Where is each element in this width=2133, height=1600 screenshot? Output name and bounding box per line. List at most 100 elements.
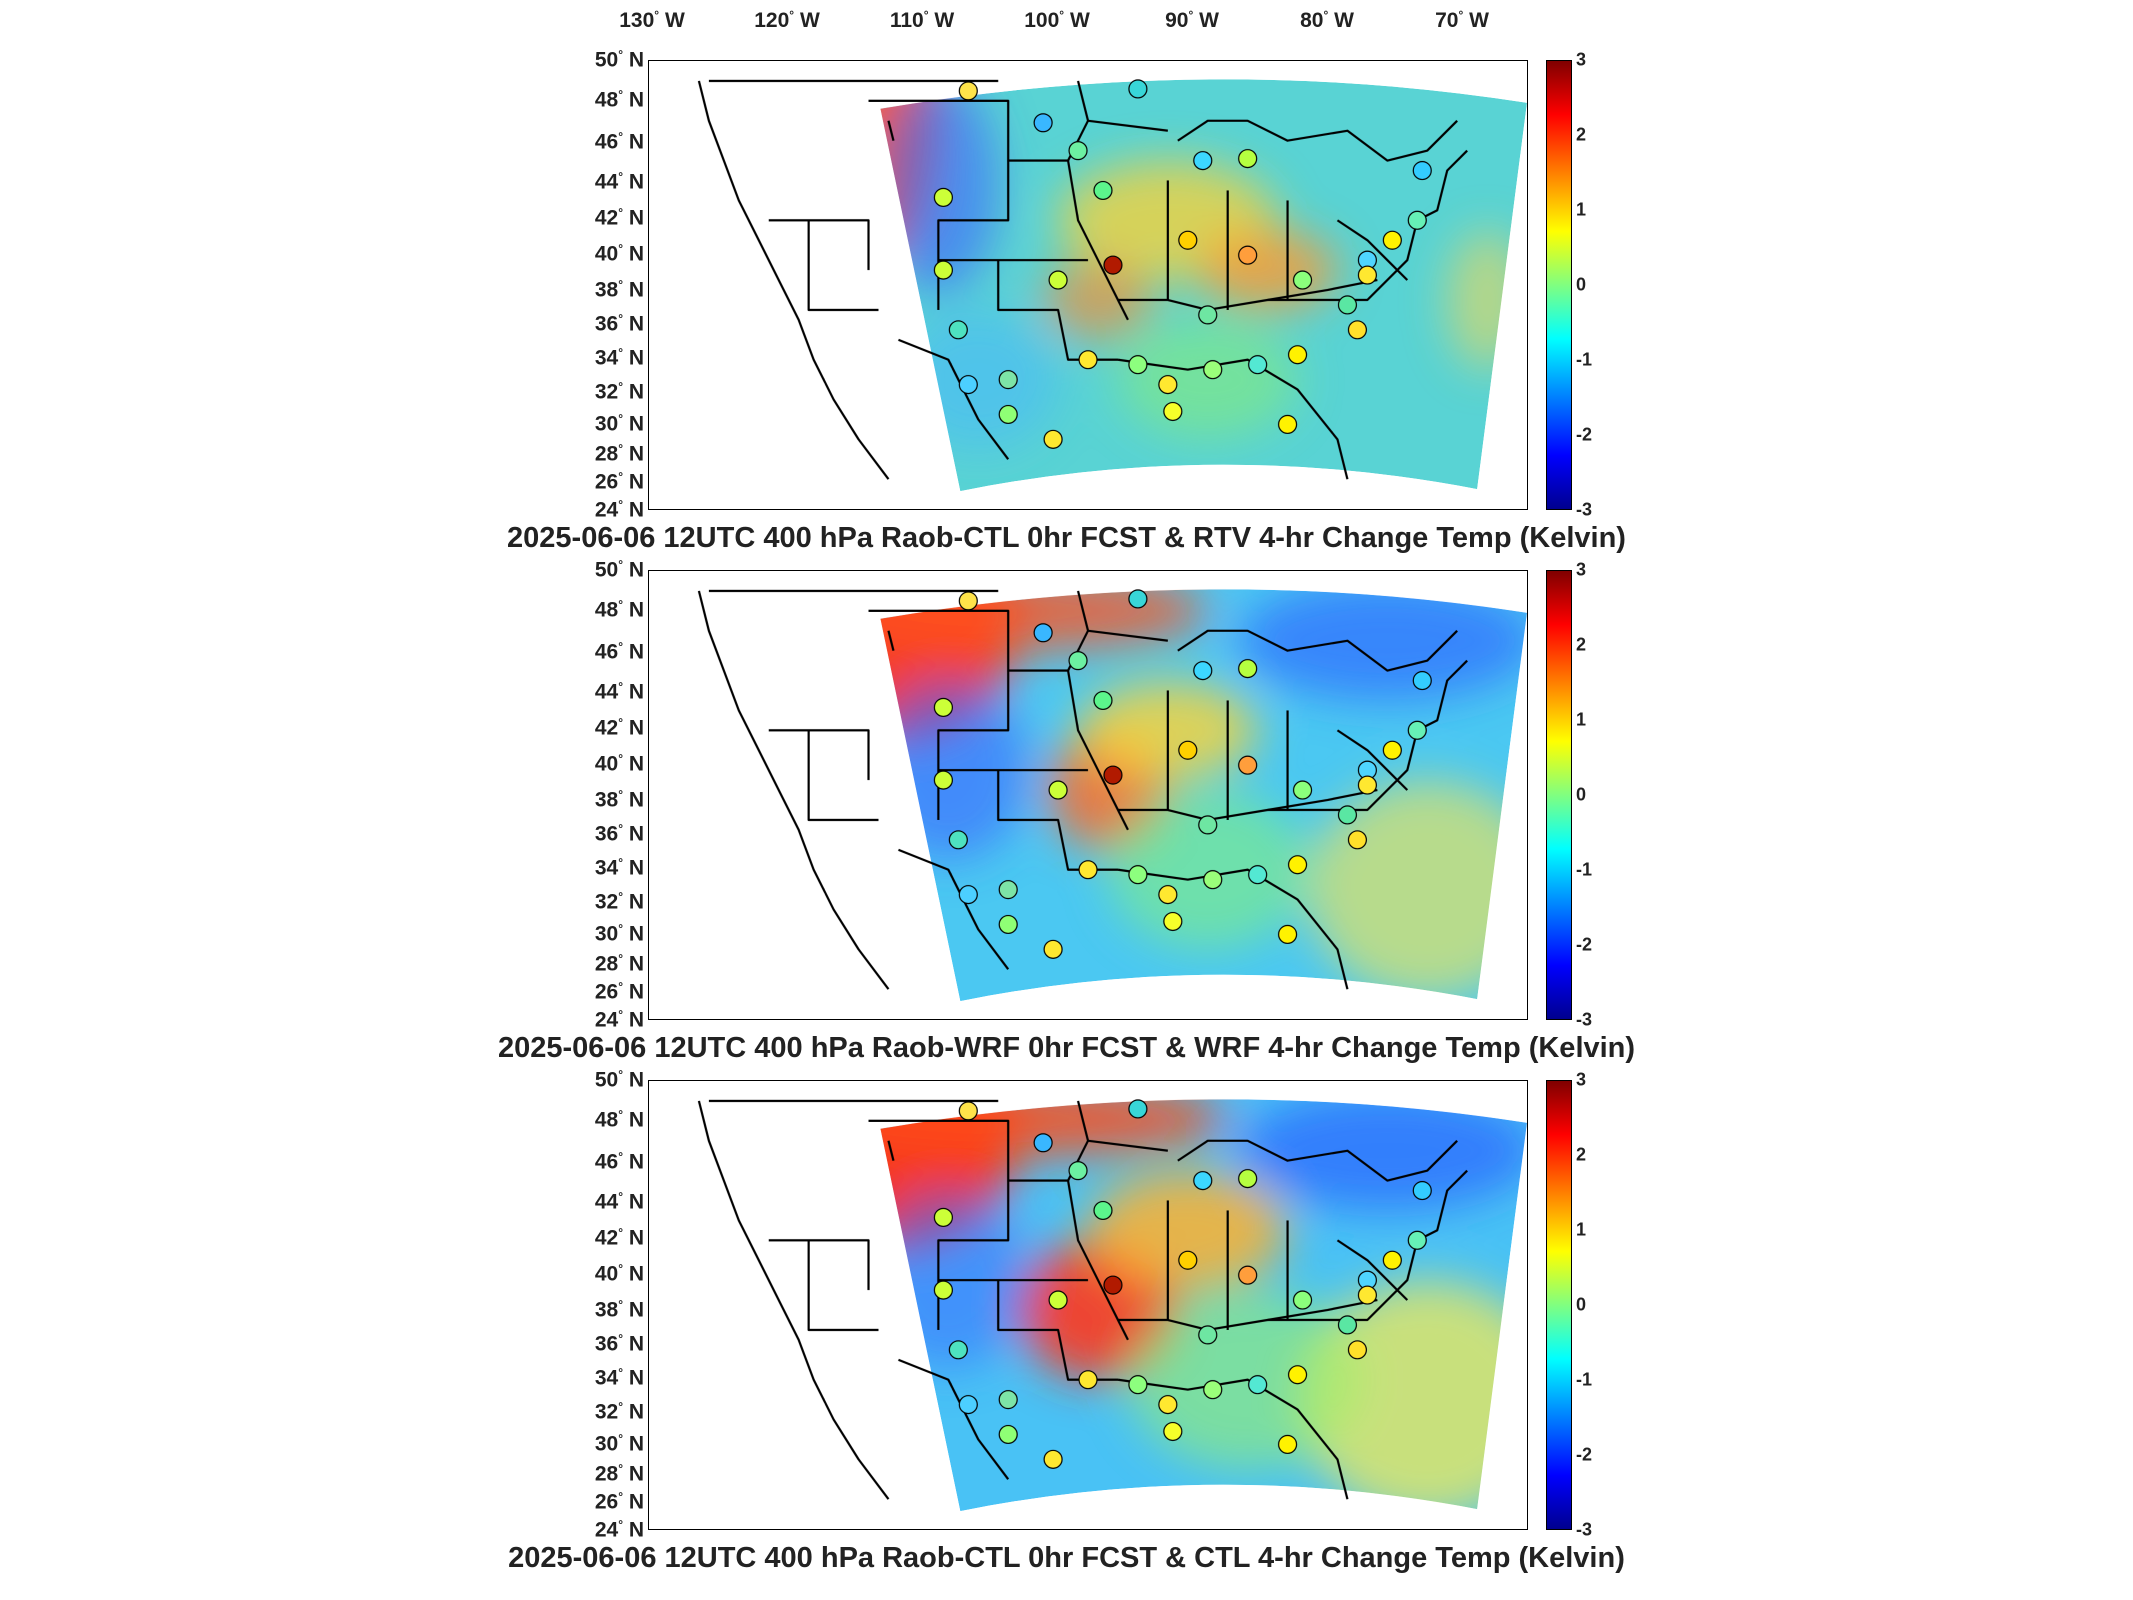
raob-station-marker	[948, 1340, 968, 1360]
raob-station-marker	[1163, 1421, 1183, 1441]
lat-tick: 38° N	[594, 277, 644, 302]
raob-station-marker	[1357, 265, 1377, 285]
lat-tick: 40° N	[594, 241, 644, 266]
raob-station-marker	[1347, 1340, 1367, 1360]
state-boundaries	[697, 1099, 1468, 1500]
raob-station-marker	[998, 880, 1018, 900]
raob-station-marker	[1203, 1380, 1223, 1400]
raob-station-marker	[1292, 1290, 1313, 1310]
raob-station-marker	[1163, 401, 1183, 421]
raob-station-marker	[1178, 230, 1198, 250]
raob-station-marker	[1238, 755, 1258, 775]
raob-station-marker	[958, 591, 978, 611]
raob-station-marker	[1337, 805, 1357, 825]
raob-station-marker	[1048, 270, 1068, 290]
lat-tick: 32° N	[594, 1399, 644, 1424]
lat-tick: 32° N	[594, 889, 644, 914]
lat-tick: 28° N	[594, 951, 644, 976]
raob-station-marker	[1407, 210, 1427, 230]
lat-tick: 28° N	[594, 1461, 644, 1486]
colorbar-tick: 2	[1576, 124, 1587, 145]
raob-station-marker	[1093, 1200, 1113, 1220]
lat-tick: 24° N	[594, 1007, 644, 1032]
raob-station-marker	[1128, 79, 1148, 99]
raob-station-marker	[1238, 245, 1258, 265]
colorbar-tick: -2	[1576, 424, 1593, 445]
lat-tick: 26° N	[594, 469, 644, 494]
colorbar-tick: -1	[1576, 349, 1593, 370]
raob-station-marker	[1357, 1285, 1377, 1305]
lat-tick: 42° N	[594, 715, 644, 740]
lat-tick: 36° N	[594, 311, 644, 336]
raob-station-marker	[1248, 865, 1268, 885]
raob-station-marker	[1043, 1449, 1063, 1469]
lon-tick: 70° W	[1435, 8, 1489, 32]
lat-tick: 48° N	[594, 1107, 644, 1132]
raob-station-marker	[1412, 1180, 1432, 1201]
raob-station-marker	[1248, 355, 1268, 375]
raob-station-marker	[1347, 320, 1367, 340]
colorbar-tick: 1	[1576, 1219, 1587, 1240]
raob-station-marker	[948, 830, 968, 850]
temperature-anomaly-region	[1237, 589, 1527, 701]
lat-tick: 48° N	[594, 597, 644, 622]
raob-station-marker	[1407, 720, 1427, 740]
raob-station-marker	[933, 697, 953, 717]
temperature-map	[648, 60, 1528, 510]
colorbar-tick: -1	[1576, 1369, 1593, 1390]
raob-station-marker	[998, 370, 1018, 390]
temperature-anomaly-region	[1107, 790, 1308, 950]
raob-station-marker	[1337, 1315, 1357, 1335]
raob-station-marker	[1193, 1170, 1213, 1191]
raob-station-marker	[1033, 1133, 1053, 1153]
raob-station-marker	[1238, 1265, 1258, 1285]
latitude-axis: 50° N 48° N 46° N 44° N 42° N 40° N 38° N 36° N…	[560, 1068, 644, 1542]
panel-title: 2025-06-06 12UTC 400 hPa Raob-CTL 0hr FC…	[507, 522, 1626, 554]
colorbar-tick: 1	[1576, 199, 1587, 220]
raob-station-marker	[1347, 830, 1367, 850]
lat-tick: 30° N	[594, 411, 644, 436]
lat-tick: 24° N	[594, 1517, 644, 1542]
raob-station-marker	[1412, 670, 1432, 691]
raob-station-marker	[1163, 911, 1183, 931]
raob-station-marker	[1078, 1370, 1098, 1390]
raob-station-marker	[1178, 1250, 1198, 1270]
raob-station-marker	[1128, 1099, 1148, 1119]
colorbar-tick: 2	[1576, 634, 1587, 655]
lat-tick: 40° N	[594, 1261, 644, 1286]
lat-tick: 34° N	[594, 855, 644, 880]
raob-station-marker	[1198, 1325, 1218, 1345]
colorbar-tick: 0	[1576, 784, 1587, 805]
colorbar-ticks: 3 2 1 0 -1 -2 -3	[1576, 50, 1616, 520]
lat-tick: 46° N	[594, 129, 644, 154]
raob-station-marker	[998, 1424, 1018, 1444]
raob-station-marker	[1103, 765, 1123, 785]
raob-station-marker	[1287, 1365, 1308, 1385]
raob-station-marker	[958, 1101, 978, 1121]
raob-station-marker	[1033, 113, 1053, 133]
raob-station-marker	[1337, 295, 1357, 315]
colorbar-tick: 3	[1576, 559, 1587, 580]
raob-station-marker	[1357, 775, 1377, 795]
lon-tick: 120° W	[754, 8, 820, 32]
raob-station-marker	[933, 1207, 953, 1227]
raob-station-marker	[958, 374, 978, 395]
raob-station-marker	[1382, 740, 1402, 760]
latitude-axis: 50° N 48° N 46° N 44° N 42° N 40° N 38° N 36° N…	[560, 558, 644, 1032]
colorbar	[1546, 570, 1572, 1020]
raob-station-marker	[1158, 1394, 1178, 1415]
temperature-anomaly-region	[1237, 1099, 1527, 1211]
raob-station-marker	[933, 260, 953, 280]
raob-station-marker	[1128, 355, 1148, 375]
colorbar-tick: 0	[1576, 1294, 1587, 1315]
temperature-anomaly-region	[1197, 230, 1338, 310]
lat-tick: 42° N	[594, 205, 644, 230]
raob-station-marker	[1158, 884, 1178, 905]
colorbar-tick: -3	[1576, 1519, 1593, 1540]
raob-station-marker	[1198, 815, 1218, 835]
lat-tick: 26° N	[594, 1489, 644, 1514]
colorbar-tick: -2	[1576, 934, 1593, 955]
raob-station-marker	[1128, 1375, 1148, 1395]
raob-station-marker	[1287, 345, 1308, 365]
raob-station-marker	[1178, 740, 1198, 760]
